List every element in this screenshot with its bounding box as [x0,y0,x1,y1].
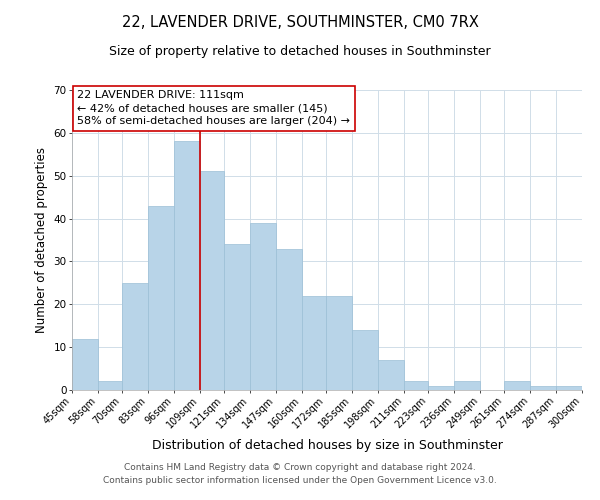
Bar [530,386,556,390]
Bar [404,382,428,390]
Bar [122,283,148,390]
Bar [98,382,122,390]
Y-axis label: Number of detached properties: Number of detached properties [35,147,48,333]
Bar [428,386,454,390]
Bar [174,142,200,390]
Bar [200,172,224,390]
Bar [224,244,250,390]
Bar [72,338,98,390]
Text: Contains HM Land Registry data © Crown copyright and database right 2024.
Contai: Contains HM Land Registry data © Crown c… [103,464,497,485]
X-axis label: Distribution of detached houses by size in Southminster: Distribution of detached houses by size … [152,439,502,452]
Bar [454,382,480,390]
Bar [302,296,326,390]
Bar [148,206,174,390]
Text: 22 LAVENDER DRIVE: 111sqm
← 42% of detached houses are smaller (145)
58% of semi: 22 LAVENDER DRIVE: 111sqm ← 42% of detac… [77,90,350,126]
Bar [352,330,378,390]
Bar [504,382,530,390]
Bar [250,223,276,390]
Text: Size of property relative to detached houses in Southminster: Size of property relative to detached ho… [109,45,491,58]
Bar [326,296,352,390]
Bar [378,360,404,390]
Bar [276,248,302,390]
Text: 22, LAVENDER DRIVE, SOUTHMINSTER, CM0 7RX: 22, LAVENDER DRIVE, SOUTHMINSTER, CM0 7R… [122,15,478,30]
Bar [556,386,582,390]
